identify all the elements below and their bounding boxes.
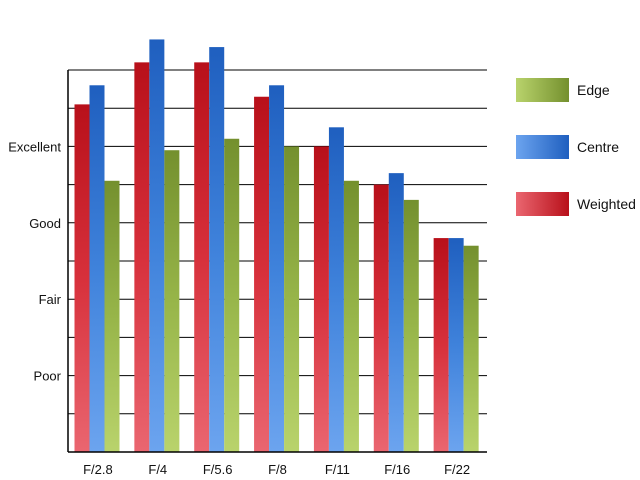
legend-label-edge: Edge xyxy=(577,82,610,98)
bar-weighted-f-2-8 xyxy=(74,104,90,452)
y-tick-label-poor: Poor xyxy=(34,369,62,384)
bar-edge-f-4 xyxy=(164,150,180,452)
x-tick-label-f-2-8: F/2.8 xyxy=(83,462,113,477)
bar-centre-f-2-8 xyxy=(89,85,105,452)
tick-labels: Poor Fair Good Excellent F/2.8 F/4 F/5.6 F/8 F/1… xyxy=(8,139,470,477)
bar-edge-f-22 xyxy=(463,245,479,452)
bar-weighted-f-8 xyxy=(254,96,270,453)
bar-weighted-f-5-6 xyxy=(194,62,210,453)
x-tick-label-f-5-6: F/5.6 xyxy=(203,462,233,477)
y-tick-label-good: Good xyxy=(29,216,61,231)
legend-label-weighted: Weighted xyxy=(577,196,636,212)
x-tick-label-f-4: F/4 xyxy=(148,462,167,477)
bar-edge-f-8 xyxy=(284,146,300,452)
bar-edge-f-5-6 xyxy=(224,138,240,452)
bar-centre-f-11 xyxy=(328,127,344,453)
bar-weighted-f-4 xyxy=(134,62,150,453)
legend: Edge Centre Weighted xyxy=(516,78,636,216)
bar-edge-f-2-8 xyxy=(104,180,120,452)
bar-centre-f-16 xyxy=(388,173,404,452)
y-tick-label-excellent: Excellent xyxy=(8,139,61,154)
bar-centre-f-8 xyxy=(269,85,285,452)
axes xyxy=(67,70,487,453)
bar-centre-f-4 xyxy=(149,39,165,452)
x-tick-label-f-8: F/8 xyxy=(268,462,287,477)
bar-weighted-f-22 xyxy=(433,238,449,452)
bar-edge-f-16 xyxy=(403,199,419,452)
x-tick-label-f-22: F/22 xyxy=(444,462,470,477)
bar-edge-f-11 xyxy=(343,180,359,452)
legend-label-centre: Centre xyxy=(577,139,619,155)
legend-swatch-centre xyxy=(516,135,569,159)
bar-centre-f-5-6 xyxy=(209,47,225,453)
legend-swatch-edge xyxy=(516,78,569,102)
x-tick-label-f-11: F/11 xyxy=(325,462,350,477)
bars xyxy=(74,39,479,453)
y-tick-label-fair: Fair xyxy=(39,292,62,307)
legend-swatch-weighted xyxy=(516,192,569,216)
bar-weighted-f-11 xyxy=(313,146,329,452)
x-tick-label-f-16: F/16 xyxy=(384,462,410,477)
bar-weighted-f-16 xyxy=(373,184,389,452)
bar-centre-f-22 xyxy=(448,238,464,452)
